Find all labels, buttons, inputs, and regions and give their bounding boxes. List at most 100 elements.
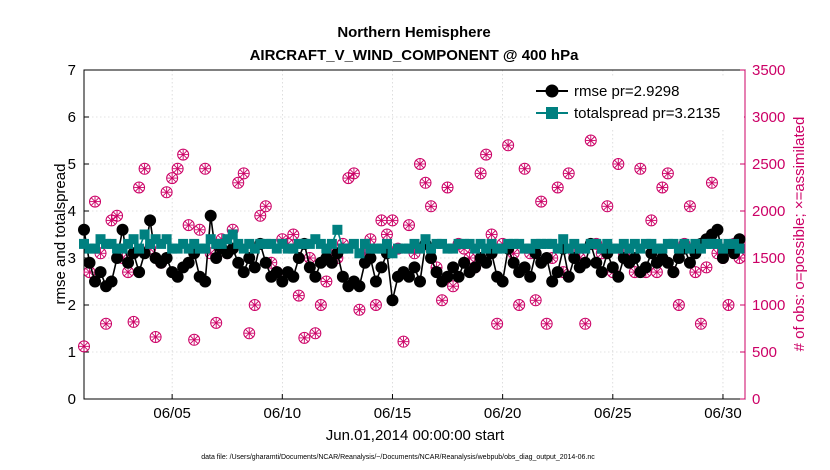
legend-box (530, 76, 744, 130)
obs-assimilated-point (552, 182, 563, 193)
totalspread-point (90, 243, 101, 254)
obs-possible-point (182, 219, 195, 232)
totalspread-point (552, 243, 563, 254)
x-tick-label: 06/05 (153, 405, 191, 422)
x-tick-label: 06/10 (264, 405, 302, 422)
totalspread-point (112, 243, 123, 254)
rmse-point (325, 256, 338, 269)
rmse-point (386, 294, 399, 307)
totalspread-point (431, 238, 442, 249)
obs-assimilated-point (106, 215, 117, 226)
obs-assimilated-point (112, 210, 123, 221)
totalspread-point (145, 238, 156, 249)
obs-possible-point (237, 167, 250, 180)
rmse-point (303, 261, 316, 274)
obs-assimilated-point (635, 163, 646, 174)
chart-title: Northern Hemisphere (337, 24, 490, 41)
rmse-point (562, 270, 575, 283)
totalspread-point (101, 238, 112, 249)
y-right-tick-label: 0 (752, 391, 760, 408)
obs-assimilated-point (288, 229, 299, 240)
totalspread-point (255, 238, 266, 249)
obs-possible-point (634, 162, 647, 175)
rmse-point (628, 252, 641, 264)
totalspread-point (156, 238, 167, 249)
obs-assimilated-point (420, 177, 431, 188)
totalspread-point (95, 234, 106, 245)
rmse-point (83, 256, 96, 269)
obs-possible-point (441, 181, 454, 194)
rmse-point (364, 252, 377, 264)
obs-assimilated-point (211, 317, 222, 328)
obs-possible-point (601, 200, 614, 213)
obs-assimilated-point (172, 163, 183, 174)
obs-possible-point (551, 181, 564, 194)
totalspread-point (282, 243, 293, 254)
totalspread-point (602, 238, 613, 249)
obs-possible-point (419, 176, 432, 189)
obs-possible-point (689, 266, 702, 279)
rmse-point (309, 270, 322, 283)
obs-assimilated-point (448, 281, 459, 292)
totalspread-point (547, 238, 558, 249)
rmse-point (232, 256, 245, 269)
totalspread-point (668, 238, 679, 249)
totalspread-point (514, 238, 525, 249)
obs-possible-point (78, 340, 90, 353)
data-file-footnote: data file: /Users/gharamti/Documents/NCA… (201, 454, 595, 461)
totalspread-point (84, 243, 95, 254)
obs-possible-point (447, 280, 460, 293)
totalspread-point (376, 243, 387, 254)
legend-rmse-label: rmse pr=2.9298 (574, 83, 679, 100)
y-left-tick-label: 3 (68, 250, 76, 267)
obs-assimilated-point (563, 168, 574, 179)
x-tick-label: 06/20 (484, 405, 522, 422)
x-axis-label: Jun.01,2014 00:00:00 start (326, 427, 505, 444)
obs-possible-point (513, 299, 526, 311)
obs-possible-point (309, 327, 322, 340)
legend-rmse-marker (545, 84, 559, 98)
totalspread-point (613, 243, 624, 254)
totalspread-point (492, 243, 503, 254)
rmse-point (402, 270, 415, 283)
rmse-point (270, 266, 283, 279)
obs-possible-point (320, 275, 333, 288)
totalspread-point (343, 243, 354, 254)
obs-possible-point (243, 327, 256, 340)
obs-possible-point (314, 299, 327, 311)
totalspread-point (475, 238, 486, 249)
y-axis-left: 0 1 2 3 4 5 6 7 (68, 62, 89, 408)
obs-assimilated-point (315, 300, 326, 310)
totalspread-point (442, 243, 453, 254)
totalspread-point (106, 238, 117, 249)
totalspread-point (525, 243, 536, 254)
totalspread-point (574, 243, 585, 254)
rmse-point (667, 266, 680, 279)
chart-subtitle: AIRCRAFT_V_WIND_COMPONENT @ 400 hPa (250, 47, 580, 64)
totalspread-point (734, 243, 745, 254)
obs-assimilated-point (690, 267, 701, 278)
totalspread-point (79, 238, 89, 249)
rmse-point (369, 275, 382, 288)
obs-possible-point (292, 289, 305, 302)
obs-assimilated-point (167, 173, 178, 184)
rmse-point (122, 256, 135, 269)
totalspread-point (359, 238, 370, 249)
totalspread-point (354, 248, 365, 259)
rmse-point (243, 252, 256, 264)
totalspread-point (387, 248, 398, 259)
rmse-point (182, 256, 195, 269)
obs-assimilated-point (646, 215, 657, 226)
totalspread-point (695, 243, 706, 254)
obs-possible-point (353, 303, 366, 316)
totalspread-point (651, 243, 662, 254)
obs-possible-point (529, 294, 542, 307)
obs-assimilated-point (602, 201, 613, 212)
obs-assimilated-point (299, 332, 310, 343)
obs-possible-point (414, 158, 427, 170)
totalspread-point (706, 238, 717, 249)
y-left-tick-label: 1 (68, 344, 76, 361)
totalspread-point (321, 243, 332, 254)
totalspread-point (679, 238, 690, 249)
